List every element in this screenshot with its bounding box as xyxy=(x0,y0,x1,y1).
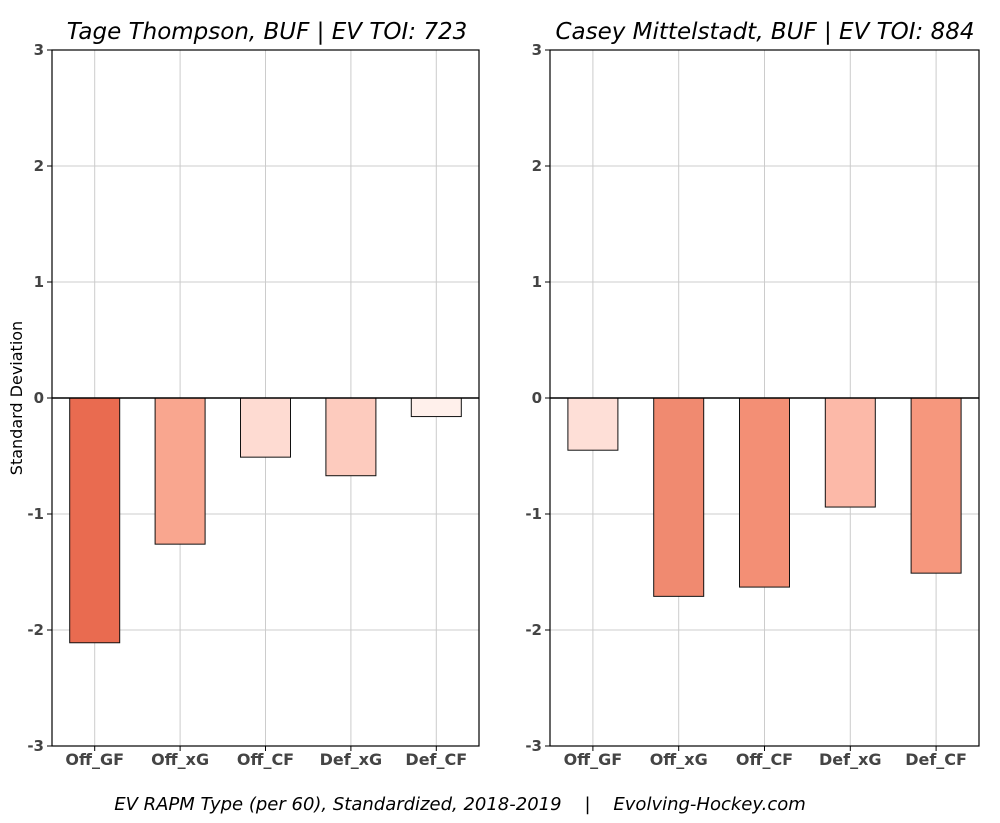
figure-caption: EV RAPM Type (per 60), Standardized, 201… xyxy=(114,794,806,815)
y-tick-label: 0 xyxy=(532,389,542,407)
y-tick-label: 2 xyxy=(34,157,44,175)
bar-off-gf xyxy=(567,397,619,451)
panel-title: Casey Mittelstadt, BUF | EV TOI: 884 xyxy=(555,19,974,45)
y-tick-label: -2 xyxy=(27,621,44,639)
panel-right: 3 2 1 0 -1 -2 -3 Off_GF Off_xG Off_CF Def_xG Def_CF… xyxy=(525,19,980,769)
y-tick-label: 1 xyxy=(532,273,542,291)
y-tick-label: -3 xyxy=(27,737,44,755)
y-axis-label: Standard Deviation xyxy=(7,321,26,475)
y-tick-label: 0 xyxy=(34,389,44,407)
x-tick-label: Off_GF xyxy=(65,750,124,769)
x-tick-label: Off_CF xyxy=(237,750,294,769)
y-tick-label: -1 xyxy=(27,505,44,523)
bar-off-cf xyxy=(739,397,790,588)
panel-title: Tage Thompson, BUF | EV TOI: 723 xyxy=(67,19,467,45)
x-tick-label: Off_xG xyxy=(151,750,209,769)
bar-def-xg xyxy=(824,397,876,508)
y-tick-label: 2 xyxy=(532,157,542,175)
bar-off-cf xyxy=(240,397,291,458)
y-tick-label: -1 xyxy=(525,505,542,523)
y-tick-label: -2 xyxy=(525,621,542,639)
y-tick-label: -3 xyxy=(525,737,542,755)
x-tick-label: Def_xG xyxy=(320,750,383,769)
x-tick-label: Off_GF xyxy=(564,750,623,769)
x-tick-label: Def_CF xyxy=(905,750,967,769)
y-tick-label: 1 xyxy=(34,273,44,291)
bar-off-xg xyxy=(154,397,206,545)
y-tick-label: 3 xyxy=(34,41,44,59)
x-tick-label: Off_xG xyxy=(650,750,708,769)
x-tick-label: Def_xG xyxy=(819,750,882,769)
y-tick-label: 3 xyxy=(532,41,542,59)
x-tick-label: Off_CF xyxy=(736,750,793,769)
bar-def-cf xyxy=(410,397,462,418)
panel-left: 3 2 1 0 -1 -2 -3 Off_GF Off_xG Off_CF Def_xG Def_CF… xyxy=(7,19,480,769)
bar-off-xg xyxy=(653,397,705,597)
bar-off-gf xyxy=(69,397,121,644)
bar-def-cf xyxy=(910,397,962,574)
x-tick-label: Def_CF xyxy=(405,750,467,769)
bar-def-xg xyxy=(325,397,377,477)
